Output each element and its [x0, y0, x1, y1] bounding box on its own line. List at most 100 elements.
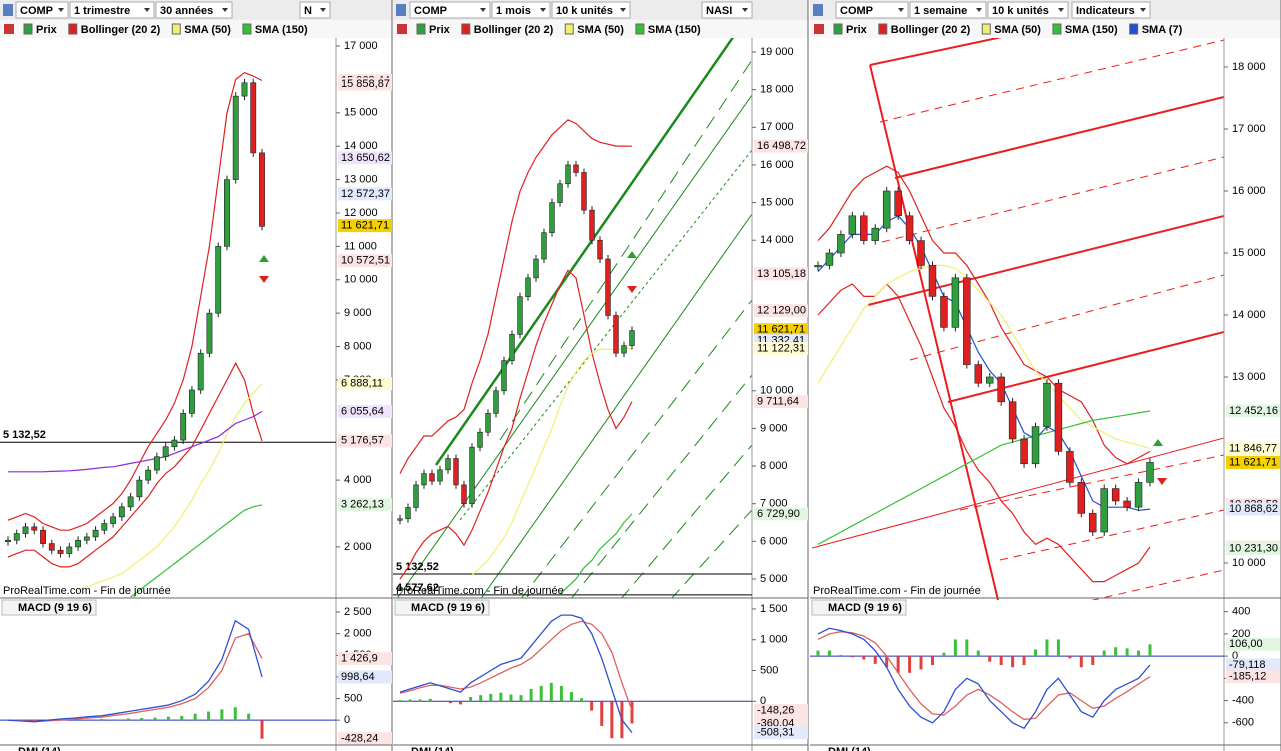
toolbar-text[interactable]: COMP	[840, 5, 873, 17]
y-tick-label: 17 000	[344, 40, 378, 52]
toolbar-dropdown[interactable]	[551, 1, 631, 19]
price-label: -428,24	[341, 733, 378, 745]
toolbar-dropdown[interactable]	[15, 1, 69, 19]
candle	[92, 529, 99, 538]
candle	[940, 296, 948, 328]
candle	[997, 376, 1005, 403]
toolbar-text[interactable]: 1 trimestre	[74, 5, 130, 17]
histogram-bar	[220, 709, 224, 721]
price-label: 6 729,90	[757, 508, 800, 520]
candle	[517, 296, 523, 335]
toolbar-dropdown[interactable]	[987, 1, 1069, 19]
candle	[145, 469, 152, 481]
histogram-bar	[559, 685, 563, 702]
indicator-line	[7, 72, 263, 531]
candle	[894, 190, 902, 217]
candle	[605, 258, 611, 316]
candle	[1146, 462, 1154, 483]
price-label: 6 055,64	[341, 405, 384, 417]
histogram-bar	[919, 656, 923, 670]
pitchfork-line	[879, 39, 1224, 123]
candle	[597, 239, 603, 260]
legend-swatch	[68, 23, 78, 35]
toolbar-dropdown[interactable]	[1071, 1, 1151, 19]
price-label: 12 129,00	[757, 305, 806, 317]
price-label-box	[338, 187, 392, 201]
toolbar-text[interactable]: NASI	[706, 5, 732, 17]
macd-title: MACD (9 19 6)	[828, 602, 902, 614]
toolbar-dropdown[interactable]	[299, 1, 331, 19]
candle	[974, 364, 983, 384]
candle	[180, 413, 187, 441]
toolbar-text[interactable]: COMP	[20, 5, 53, 17]
y-tick-label: 2 500	[344, 606, 372, 618]
toolbar-dropdown[interactable]	[69, 1, 155, 19]
toolbar-text[interactable]: 30 années	[160, 5, 213, 17]
y-tick-label: 15 000	[344, 107, 378, 119]
legend-label: Bollinger (20 2)	[891, 24, 971, 36]
toolbar-text[interactable]: 10 k unités	[556, 5, 613, 17]
watermark: ProRealTime.com - Fin de journée	[813, 585, 981, 597]
candle	[509, 334, 515, 361]
price-label-box	[1226, 455, 1280, 469]
macd-line	[817, 627, 1151, 730]
indicator-line	[559, 513, 633, 595]
histogram-bar	[1102, 650, 1106, 657]
candle	[825, 252, 834, 266]
y-tick-label: 11 000	[344, 240, 377, 252]
price-label: 13 105,18	[757, 268, 806, 280]
toolbar-text[interactable]: 1 mois	[496, 5, 531, 17]
histogram-bar	[418, 699, 422, 702]
pitchfork	[811, 38, 1224, 600]
histogram-bar	[839, 655, 843, 657]
price-label: 998,64	[341, 671, 375, 683]
candle	[397, 518, 403, 521]
y-tick-label: 19 000	[760, 46, 794, 58]
histogram-bar	[930, 656, 934, 665]
trend-line	[459, 149, 752, 521]
pitchfork-line	[881, 156, 1224, 243]
legend-swatch	[878, 23, 888, 35]
toolbar-dropdown[interactable]	[155, 1, 233, 19]
candle	[848, 215, 857, 235]
price-label-box	[1226, 637, 1280, 651]
macd-line	[7, 632, 263, 722]
price-label-box	[338, 498, 392, 512]
histogram-bar	[1022, 656, 1026, 665]
toolbar-text[interactable]: N	[304, 5, 312, 17]
horizontal-line-label: 4 577,62	[396, 582, 439, 594]
histogram-bar	[469, 696, 473, 702]
toolbar-text[interactable]: 10 k unités	[992, 5, 1049, 17]
price-label: 12 452,16	[1229, 405, 1278, 417]
trend-line	[480, 213, 752, 598]
legend-swatch	[1052, 23, 1062, 35]
histogram-bar	[539, 685, 543, 702]
price-label: 15 858,87	[341, 78, 390, 90]
y-tick-label: 8 000	[344, 340, 372, 352]
toolbar-text[interactable]: Indicateurs	[1076, 5, 1135, 17]
dropdown-arrow	[58, 8, 64, 12]
toolbar-text[interactable]: 1 semaine	[914, 5, 967, 17]
toolbar-dropdown[interactable]	[409, 1, 491, 19]
histogram-bar	[479, 695, 483, 702]
toolbar-dropdown[interactable]	[701, 1, 753, 19]
y-tick-label: -600	[1232, 717, 1254, 729]
indicator-line	[8, 410, 263, 473]
candle	[127, 496, 134, 508]
legend-label: SMA (150)	[255, 24, 308, 36]
y-tick-label: 1 000	[760, 634, 788, 646]
pitchfork-line	[999, 509, 1224, 561]
toolbar-dropdown[interactable]	[491, 1, 551, 19]
price-label: 9 711,64	[757, 396, 799, 408]
price-label-box	[754, 267, 808, 281]
indicator-line	[471, 347, 633, 576]
toolbar-text[interactable]: COMP	[414, 5, 447, 17]
histogram-bar	[1034, 649, 1038, 657]
dropdown-arrow	[898, 8, 904, 12]
toolbar-dropdown[interactable]	[909, 1, 987, 19]
price-label: 5 176,57	[341, 435, 384, 447]
candle	[66, 546, 73, 554]
toolbar-dropdown[interactable]	[835, 1, 909, 19]
candle	[101, 523, 108, 531]
